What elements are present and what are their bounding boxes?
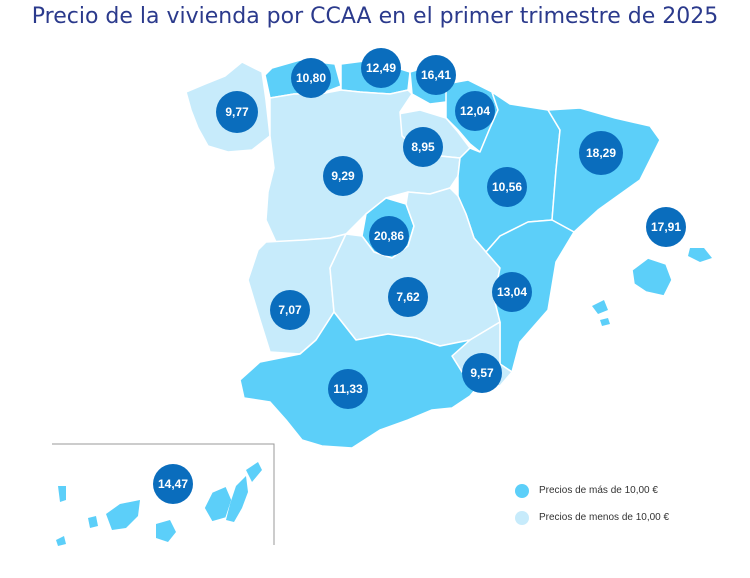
price-label: 14,47	[158, 477, 188, 491]
price-label: 10,80	[296, 71, 326, 85]
canarias-island-tenerife	[106, 500, 140, 530]
legend-swatch-high	[515, 483, 529, 498]
price-bubble-circle	[416, 55, 456, 95]
legend-item-low: Precios de menos de 10,00 €	[515, 509, 669, 526]
canarias-island-la-palma	[58, 486, 66, 502]
price-bubble-comunidad-valenciana: 13,04	[492, 272, 532, 312]
price-label: 9,77	[225, 105, 249, 119]
price-label: 17,91	[651, 220, 681, 234]
price-bubble-baleares: 17,91	[646, 207, 686, 247]
price-bubble-circle	[291, 58, 331, 98]
price-label: 13,04	[497, 285, 527, 299]
price-label: 9,29	[331, 169, 355, 183]
legend-label-low: Precios de menos de 10,00 €	[539, 512, 670, 523]
price-label: 10,56	[492, 180, 522, 194]
price-bubble-cataluna: 18,29	[579, 131, 623, 175]
map-title: Precio de la vivienda por CCAA en el pri…	[31, 4, 719, 29]
canarias-island-gran-canaria	[156, 520, 176, 542]
price-bubble-andalucia: 11,33	[328, 369, 368, 409]
price-bubble-circle	[361, 48, 401, 88]
baleares-island-formentera	[600, 318, 610, 326]
price-label: 16,41	[421, 68, 451, 82]
canarias-island-fuerteventura	[226, 476, 248, 522]
canarias-island-lanzarote	[246, 462, 262, 482]
price-bubble-circle	[579, 131, 623, 175]
price-label: 12,04	[460, 104, 490, 118]
price-bubble-circle	[153, 464, 193, 504]
price-label: 9,57	[470, 366, 494, 380]
price-bubble-circle	[455, 91, 495, 131]
price-label: 20,86	[374, 229, 404, 243]
price-bubble-circle	[323, 156, 363, 196]
price-label: 7,07	[278, 303, 302, 317]
price-label: 12,49	[366, 61, 396, 75]
price-bubble-la-rioja: 8,95	[403, 127, 443, 167]
canarias-inset-frame	[52, 443, 275, 545]
price-label: 18,29	[586, 146, 616, 160]
region-canarias	[203, 485, 233, 523]
baleares-island-ibiza	[592, 300, 608, 314]
price-bubble-circle	[646, 207, 686, 247]
region-baleares	[631, 257, 673, 297]
price-bubble-extremadura: 7,07	[270, 290, 310, 330]
price-bubble-circle	[492, 272, 532, 312]
price-bubble-circle	[328, 369, 368, 409]
price-bubble-murcia: 9,57	[462, 353, 502, 393]
canarias-island-la-gomera	[88, 516, 98, 528]
price-label: 8,95	[411, 140, 435, 154]
price-bubble-aragon: 10,56	[487, 167, 527, 207]
baleares-island-menorca	[688, 248, 712, 262]
price-label: 11,33	[333, 382, 363, 396]
price-bubble-circle	[369, 216, 409, 256]
price-bubble-asturias: 10,80	[291, 58, 331, 98]
price-bubble-circle	[403, 127, 443, 167]
price-bubble-circle	[270, 290, 310, 330]
legend-label-high: Precios de más de 10,00 €	[539, 485, 658, 496]
price-bubble-pais-vasco: 16,41	[416, 55, 456, 95]
legend-swatch-low	[515, 510, 529, 525]
legend: Precios de más de 10,00 € Precios de men…	[515, 482, 669, 536]
price-bubble-circle	[487, 167, 527, 207]
price-bubble-circle	[216, 91, 258, 133]
price-bubble-circle	[462, 353, 502, 393]
price-bubble-navarra: 12,04	[455, 91, 495, 131]
price-bubble-cantabria: 12,49	[361, 48, 401, 88]
canarias-island-el-hierro	[56, 536, 66, 546]
region-castilla-y-leon	[265, 89, 461, 243]
price-bubble-madrid: 20,86	[369, 216, 409, 256]
price-bubble-castilla-la-mancha: 7,62	[388, 277, 428, 317]
price-bubble-canarias: 14,47	[153, 464, 193, 504]
price-bubble-galicia: 9,77	[216, 91, 258, 133]
price-label: 7,62	[396, 290, 420, 304]
price-bubble-circle	[388, 277, 428, 317]
legend-item-high: Precios de más de 10,00 €	[515, 482, 669, 499]
price-bubble-castilla-y-leon: 9,29	[323, 156, 363, 196]
